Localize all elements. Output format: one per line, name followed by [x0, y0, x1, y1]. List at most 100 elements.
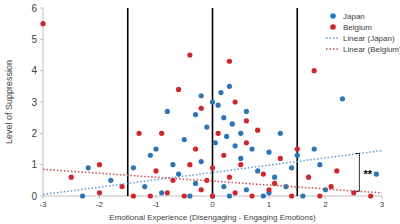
scatter-point: [334, 168, 339, 173]
scatter-point: [238, 162, 243, 167]
scatter-point: [97, 190, 102, 195]
y-tick-label: 2: [31, 128, 37, 139]
scatter-point: [148, 153, 153, 158]
scatter-point: [312, 68, 317, 73]
scatter-point: [193, 112, 198, 117]
scatter-point: [199, 159, 204, 164]
scatter-point: [218, 90, 223, 95]
scatter-point: [278, 156, 283, 161]
x-tick-label: -2: [96, 200, 104, 209]
y-tick-label: 0: [31, 191, 37, 202]
scatter-point: [295, 153, 300, 158]
reference-line: [127, 8, 129, 196]
y-tick-label: 6: [31, 3, 37, 14]
legend-label: Japan: [343, 12, 365, 21]
scatter-point: [165, 190, 170, 195]
scatter-point: [278, 131, 283, 136]
annotation: **: [363, 168, 372, 180]
x-tick-label: 1: [267, 200, 272, 209]
scatter-point: [221, 153, 226, 158]
scatter-point: [170, 162, 175, 167]
x-tick: [325, 196, 326, 199]
y-tick-label: 4: [31, 65, 37, 76]
scatter-point: [159, 190, 164, 195]
y-tick: [40, 102, 43, 103]
scatter-point: [244, 118, 249, 123]
y-tick-label: 3: [31, 97, 37, 108]
scatter-point: [182, 193, 187, 198]
scatter-point: [216, 131, 221, 136]
legend-label: Belgium: [343, 23, 372, 32]
scatter-point: [227, 84, 232, 89]
x-tick: [269, 196, 270, 199]
scatter-point: [230, 121, 235, 126]
scatter-point: [40, 21, 45, 26]
x-tick: [382, 196, 383, 199]
scatter-point: [187, 162, 192, 167]
y-tick: [40, 133, 43, 134]
reference-line: [296, 8, 298, 196]
scatter-point: [80, 193, 85, 198]
scatter-point: [255, 168, 260, 173]
trend-line: [43, 169, 382, 193]
scatter-point: [272, 175, 277, 180]
scatter-point: [176, 87, 181, 92]
x-tick-label: 2: [323, 200, 328, 209]
scatter-point: [238, 156, 243, 161]
legend-swatch: [330, 24, 336, 30]
plot-area: [40, 8, 382, 199]
scatter-point: [266, 150, 271, 155]
scatter-point: [213, 140, 218, 145]
scatter-point: [255, 128, 260, 133]
x-tick-label: -3: [39, 200, 47, 209]
scatter-point: [210, 165, 215, 170]
scatter-point: [187, 193, 192, 198]
scatter-point: [300, 193, 305, 198]
scatter-point: [210, 193, 215, 198]
legend: JapanBelgiumLinear (Japan)Linear (Belgiu…: [326, 12, 400, 54]
y-tick-label: 1: [31, 159, 37, 170]
scatter-point: [69, 175, 74, 180]
legend-label: Linear (Japan): [343, 34, 395, 43]
scatter-point: [227, 193, 232, 198]
legend-swatch: [326, 37, 340, 39]
scatter-point: [193, 146, 198, 151]
scatter-point: [306, 175, 311, 180]
y-tick: [40, 70, 43, 71]
scatter-point: [227, 59, 232, 64]
x-axis-label: Emotional Experience (Disengaging - Enga…: [109, 213, 316, 222]
scatter-point: [317, 162, 322, 167]
scatter-point: [97, 162, 102, 167]
legend-swatch: [330, 13, 336, 19]
scatter-point: [159, 131, 164, 136]
scatter-point: [142, 184, 147, 189]
y-tick-label: 5: [31, 34, 37, 45]
scatter-point: [323, 187, 328, 192]
scatter-point: [244, 187, 249, 192]
chart: 0123456-3-2-10123Emotional Experience (D…: [0, 0, 400, 224]
scatter-point: [193, 181, 198, 186]
scatter-point: [317, 193, 322, 198]
scatter-point: [261, 171, 266, 176]
scatter-point: [108, 178, 113, 183]
scatter-point: [165, 109, 170, 114]
y-tick: [40, 8, 43, 9]
scatter-point: [221, 184, 226, 189]
scatter-point: [266, 187, 271, 192]
scatter-point: [233, 143, 238, 148]
x-tick: [156, 196, 157, 199]
scatter-point: [216, 103, 221, 108]
scatter-point: [176, 171, 181, 176]
x-tick-label: 3: [380, 200, 385, 209]
scatter-point: [233, 99, 238, 104]
scatter-point: [368, 193, 373, 198]
scatter-point: [131, 193, 136, 198]
scatter-point: [249, 146, 254, 151]
scatter-point: [289, 193, 294, 198]
scatter-point: [221, 115, 226, 120]
scatter-point: [210, 193, 215, 198]
scatter-point: [312, 146, 317, 151]
y-axis-label: Level of Suppression: [4, 60, 14, 144]
scatter-point: [199, 93, 204, 98]
scatter-point: [261, 193, 266, 198]
